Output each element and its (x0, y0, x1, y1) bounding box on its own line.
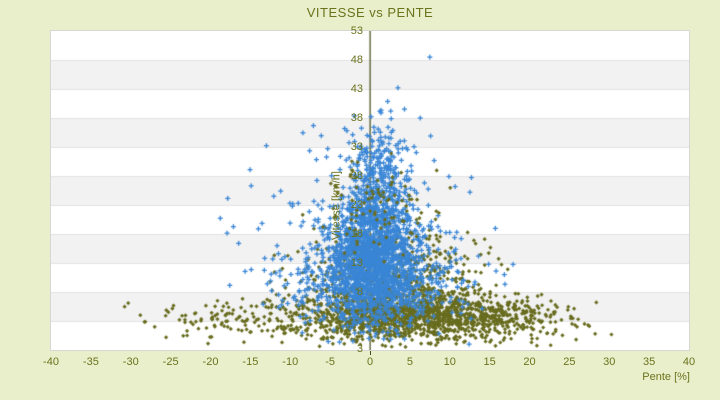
x-tick-label: 5 (406, 356, 413, 368)
x-tick-label: -15 (242, 356, 259, 368)
x-tick-label: -5 (325, 356, 336, 368)
y-tick-label: 3 (356, 343, 363, 355)
y-tick-label: 8 (356, 286, 363, 298)
x-tick-label: -25 (162, 356, 179, 368)
y-axis-title: Vitesse [km/h] (330, 171, 343, 240)
y-tick-label: 43 (350, 83, 363, 95)
x-tick-label: 40 (682, 356, 696, 368)
plot-area (50, 30, 690, 351)
x-tick-label: 15 (483, 356, 496, 368)
y-tick-label: 38 (350, 112, 363, 124)
y-tick-label: 23 (350, 199, 363, 211)
x-tick-label: -30 (122, 356, 139, 368)
y-tick-label: 28 (350, 170, 363, 182)
y-tick-label: 53 (350, 25, 363, 37)
x-tick-label: 20 (523, 356, 536, 368)
x-tick-label: -10 (282, 356, 299, 368)
x-tick-label: 0 (366, 356, 374, 368)
y-tick-label: 18 (350, 228, 363, 240)
x-tick-label: -40 (43, 356, 59, 368)
x-axis-title: Pente [%] (642, 371, 690, 383)
x-tick-label: -35 (82, 356, 99, 368)
y-tick-label: 48 (350, 54, 363, 66)
x-tick-label: 35 (643, 356, 656, 368)
chart-title: VITESSE vs PENTE (306, 5, 434, 20)
y-tick-label: 33 (350, 141, 363, 153)
y-tick-label: 13 (350, 257, 363, 269)
x-tick-label: 25 (563, 356, 576, 368)
x-tick-label: 10 (443, 356, 456, 368)
zero-axis-tick (370, 351, 371, 355)
scatter-canvas (51, 31, 689, 350)
x-tick-label: -20 (202, 356, 219, 368)
x-tick-label: 30 (603, 356, 616, 368)
